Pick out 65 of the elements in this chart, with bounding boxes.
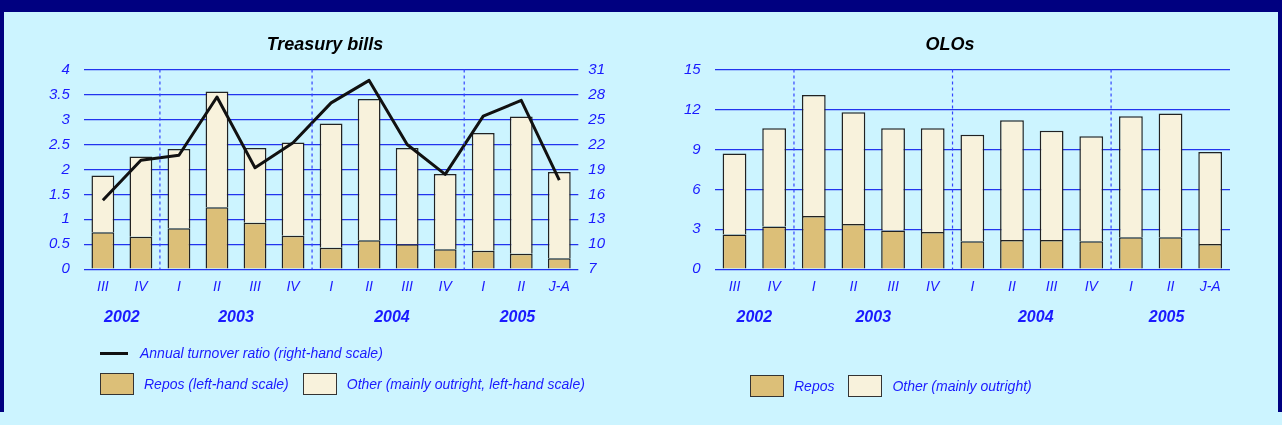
text: 2002 (735, 307, 773, 325)
text: 2005 (1147, 307, 1186, 325)
x-tick-label: IV (926, 278, 941, 295)
x-tick-label: III (401, 278, 414, 295)
legend-label: Repos (left-hand scale) (144, 376, 289, 392)
x-tick-label: II (517, 278, 526, 295)
legend-label: Other (mainly outright) (892, 378, 1032, 394)
text: 2002 (103, 307, 140, 325)
y-tick-label: 15 (684, 59, 702, 77)
y-tick-label: 3 (692, 219, 702, 237)
x-tick-label: III (97, 278, 109, 295)
x-tick-label: I (481, 278, 486, 295)
x-tick-label: III (728, 278, 741, 295)
y-tick-label: 1.5 (48, 184, 71, 202)
text: 2003 (854, 307, 892, 325)
y2-tick-label: 19 (588, 159, 606, 177)
y2-tick-label: 31 (588, 59, 605, 77)
x-tick-label: II (849, 278, 858, 295)
x-tick-label: IV (438, 278, 454, 295)
y-tick-label: 2 (60, 159, 71, 177)
x-tick-label: III (249, 278, 261, 295)
y-tick-label: 9 (692, 139, 702, 157)
x-tick-label: I (811, 278, 816, 295)
x-tick-label: II (213, 278, 221, 295)
y-tick-label: 2.5 (47, 134, 71, 152)
x-tick-label: II (1166, 278, 1175, 295)
text: 2003 (217, 307, 254, 325)
y2-tick-label: 25 (587, 109, 606, 127)
x-tick-label: II (365, 278, 374, 295)
y-tick-label: 3 (61, 109, 71, 127)
x-tick-label: I (970, 278, 975, 295)
y2-tick-label: 13 (588, 209, 606, 227)
y-tick-label: 1 (61, 209, 70, 227)
x-tick-label: IV (1084, 278, 1100, 295)
x-tick-label: I (329, 278, 334, 295)
y2-tick-label: 28 (587, 84, 606, 102)
y-tick-label: 0.5 (48, 234, 71, 252)
x-tick-label: I (1128, 278, 1133, 295)
y-tick-label: 3.5 (48, 84, 71, 102)
y-tick-label: 0 (692, 259, 702, 277)
text: 2004 (373, 307, 410, 325)
y-tick-label: 6 (692, 179, 702, 197)
y2-tick-label: 7 (588, 259, 598, 277)
y-tick-label: 4 (61, 59, 70, 77)
x-tick-label: III (887, 278, 900, 295)
legend-label: Other (mainly outright, left-hand scale) (346, 376, 585, 392)
y2-tick-label: 22 (587, 134, 606, 152)
legend-label: Annual turnover ratio (right-hand scale) (140, 345, 383, 361)
y-tick-label: 0 (61, 259, 71, 277)
y2-tick-label: 16 (588, 184, 606, 202)
text: 2004 (1016, 307, 1054, 325)
y-tick-label: 12 (684, 99, 702, 117)
x-tick-label: IV (767, 278, 783, 295)
y2-tick-label: 10 (588, 234, 606, 252)
text: 2005 (498, 307, 537, 325)
x-tick-label: IV (134, 278, 150, 295)
x-tick-label: I (177, 278, 181, 295)
legend-label: Repos (794, 378, 835, 394)
chart-title: Treasury bills (266, 33, 384, 54)
x-tick-label: J-A (547, 278, 570, 295)
x-tick-label: J-A (1198, 278, 1221, 295)
chart-title: OLOs (925, 33, 975, 54)
x-tick-label: III (1045, 278, 1058, 295)
x-tick-label: IV (286, 278, 302, 295)
x-tick-label: II (1008, 278, 1016, 295)
